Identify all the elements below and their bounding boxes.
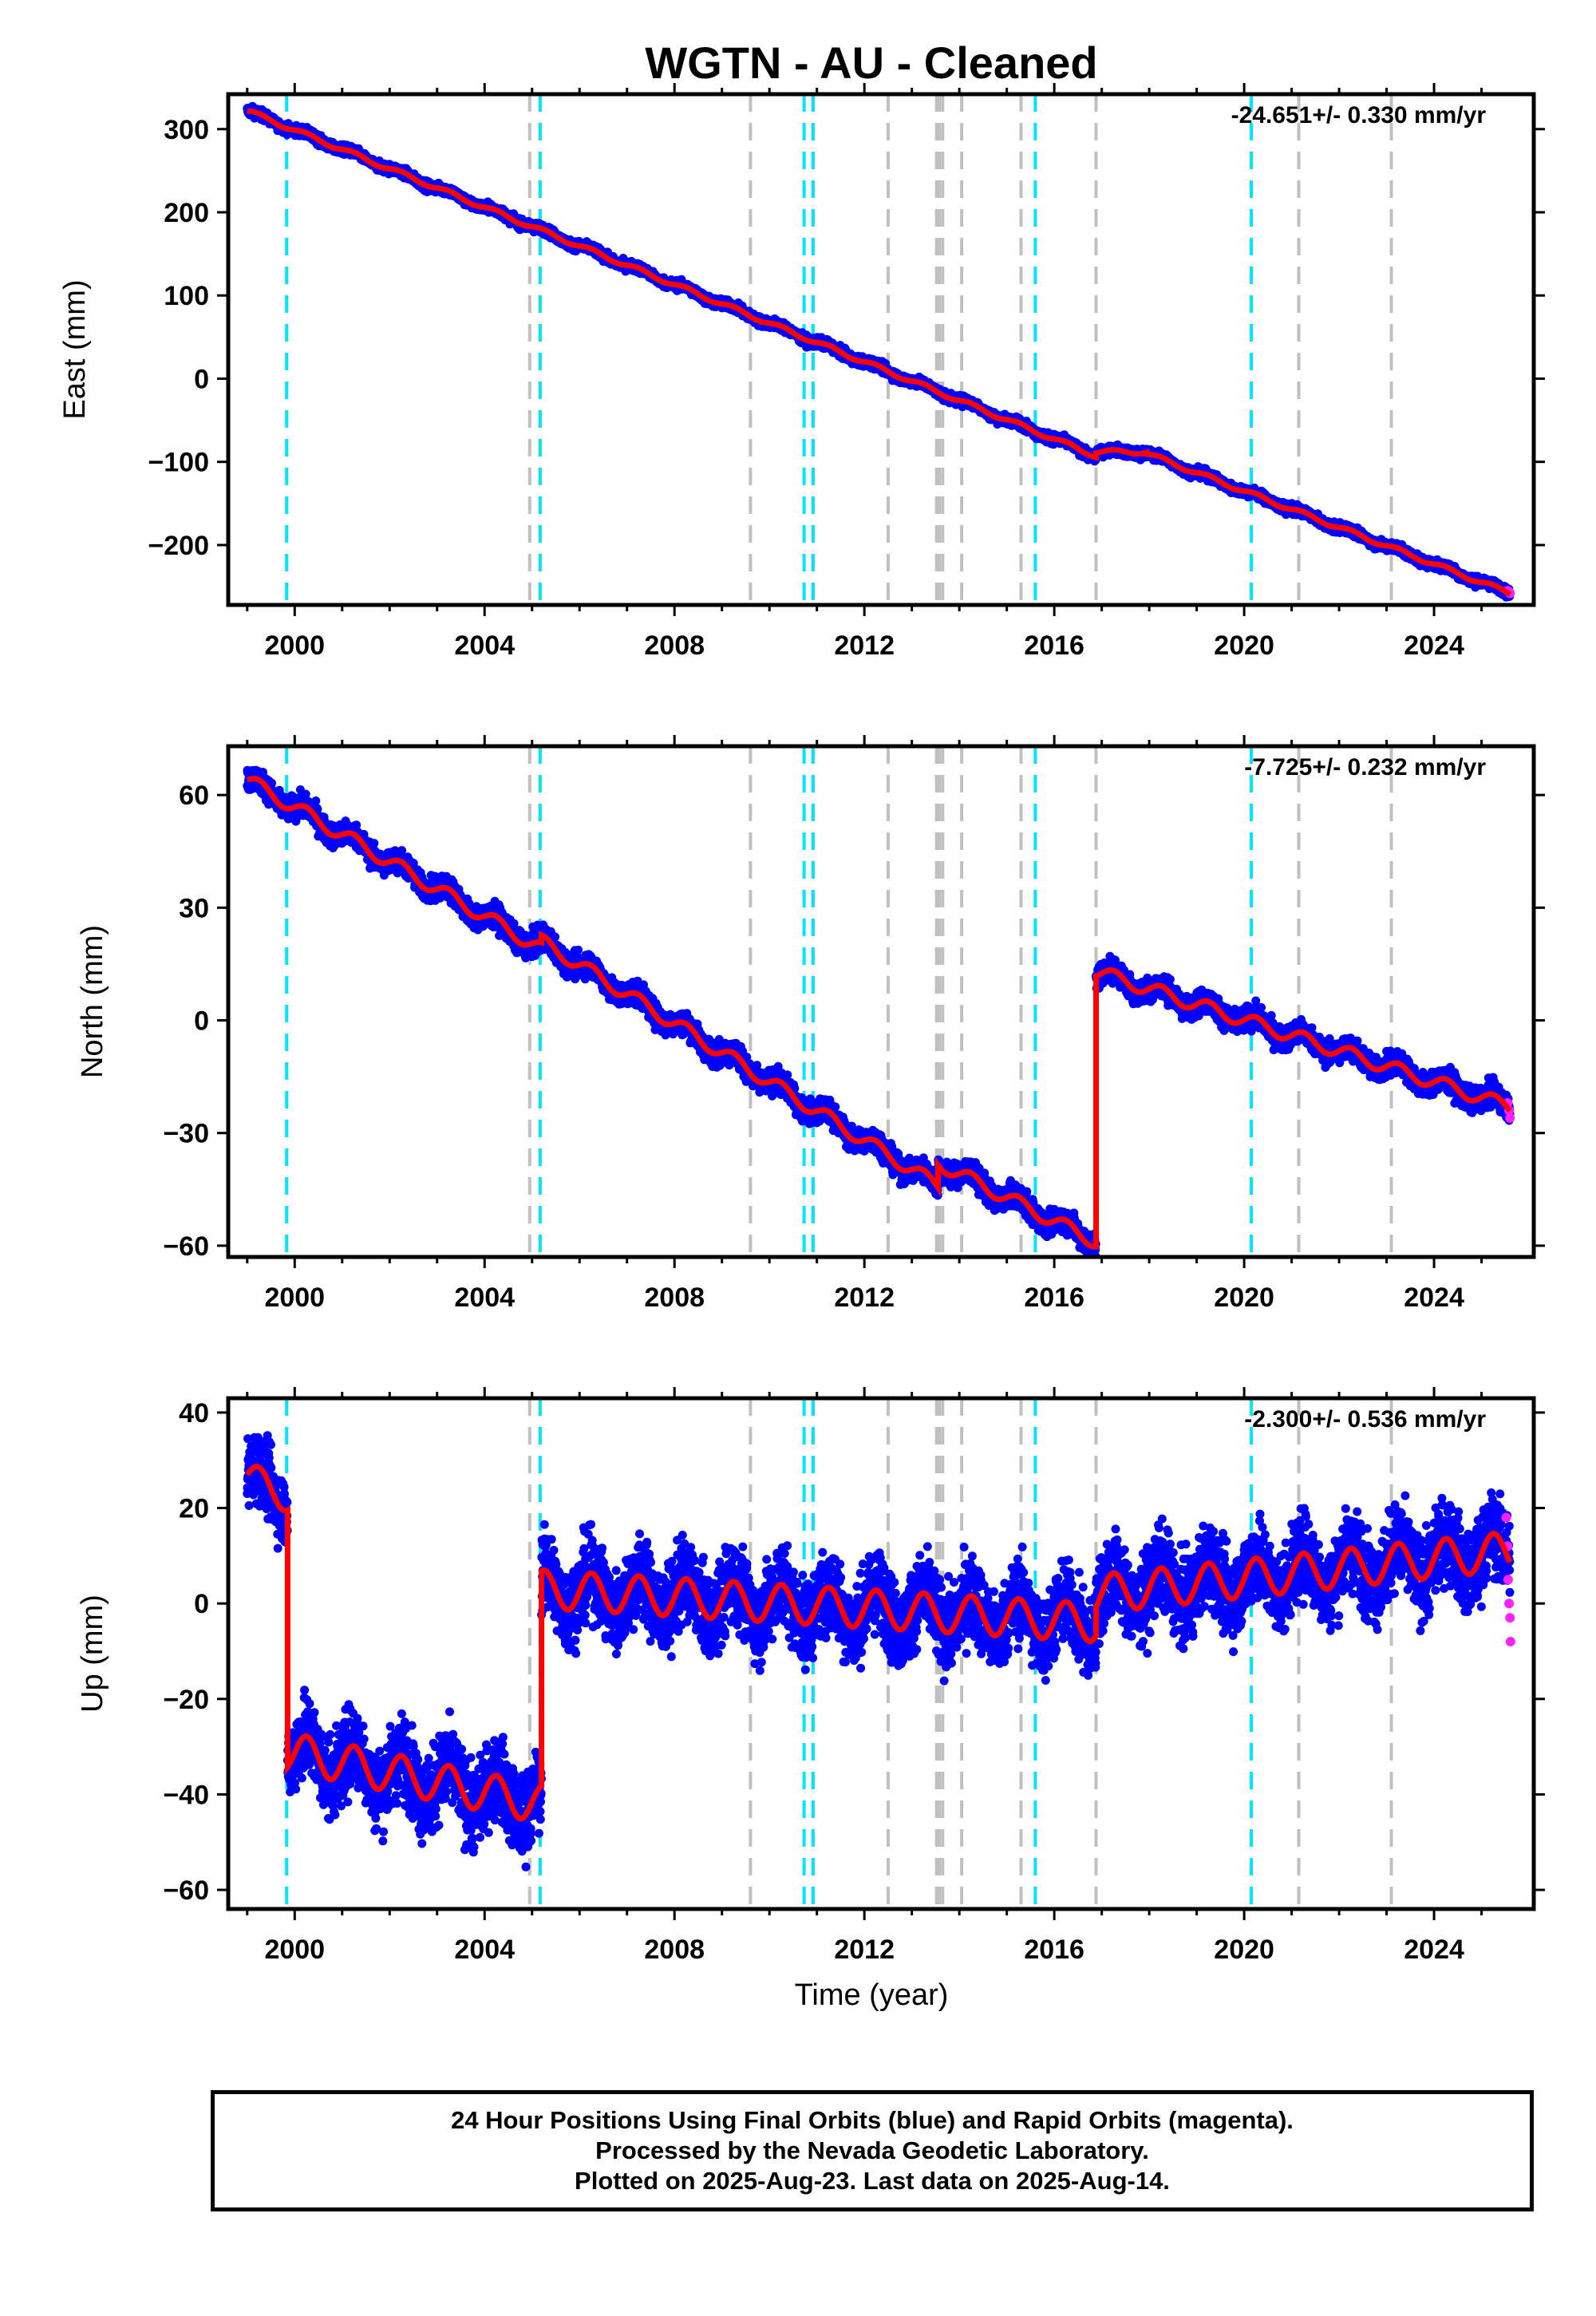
final-orbit-points <box>243 101 1515 602</box>
panel-east: 2000 2004 2008 2012 2016 2020 20243002001000−1… <box>58 83 1545 661</box>
plot-title: WGTN - AU - Cleaned <box>645 38 1097 88</box>
panels-group: 2000 2004 2008 2012 2016 2020 20243002001000−1… <box>58 83 1545 1965</box>
